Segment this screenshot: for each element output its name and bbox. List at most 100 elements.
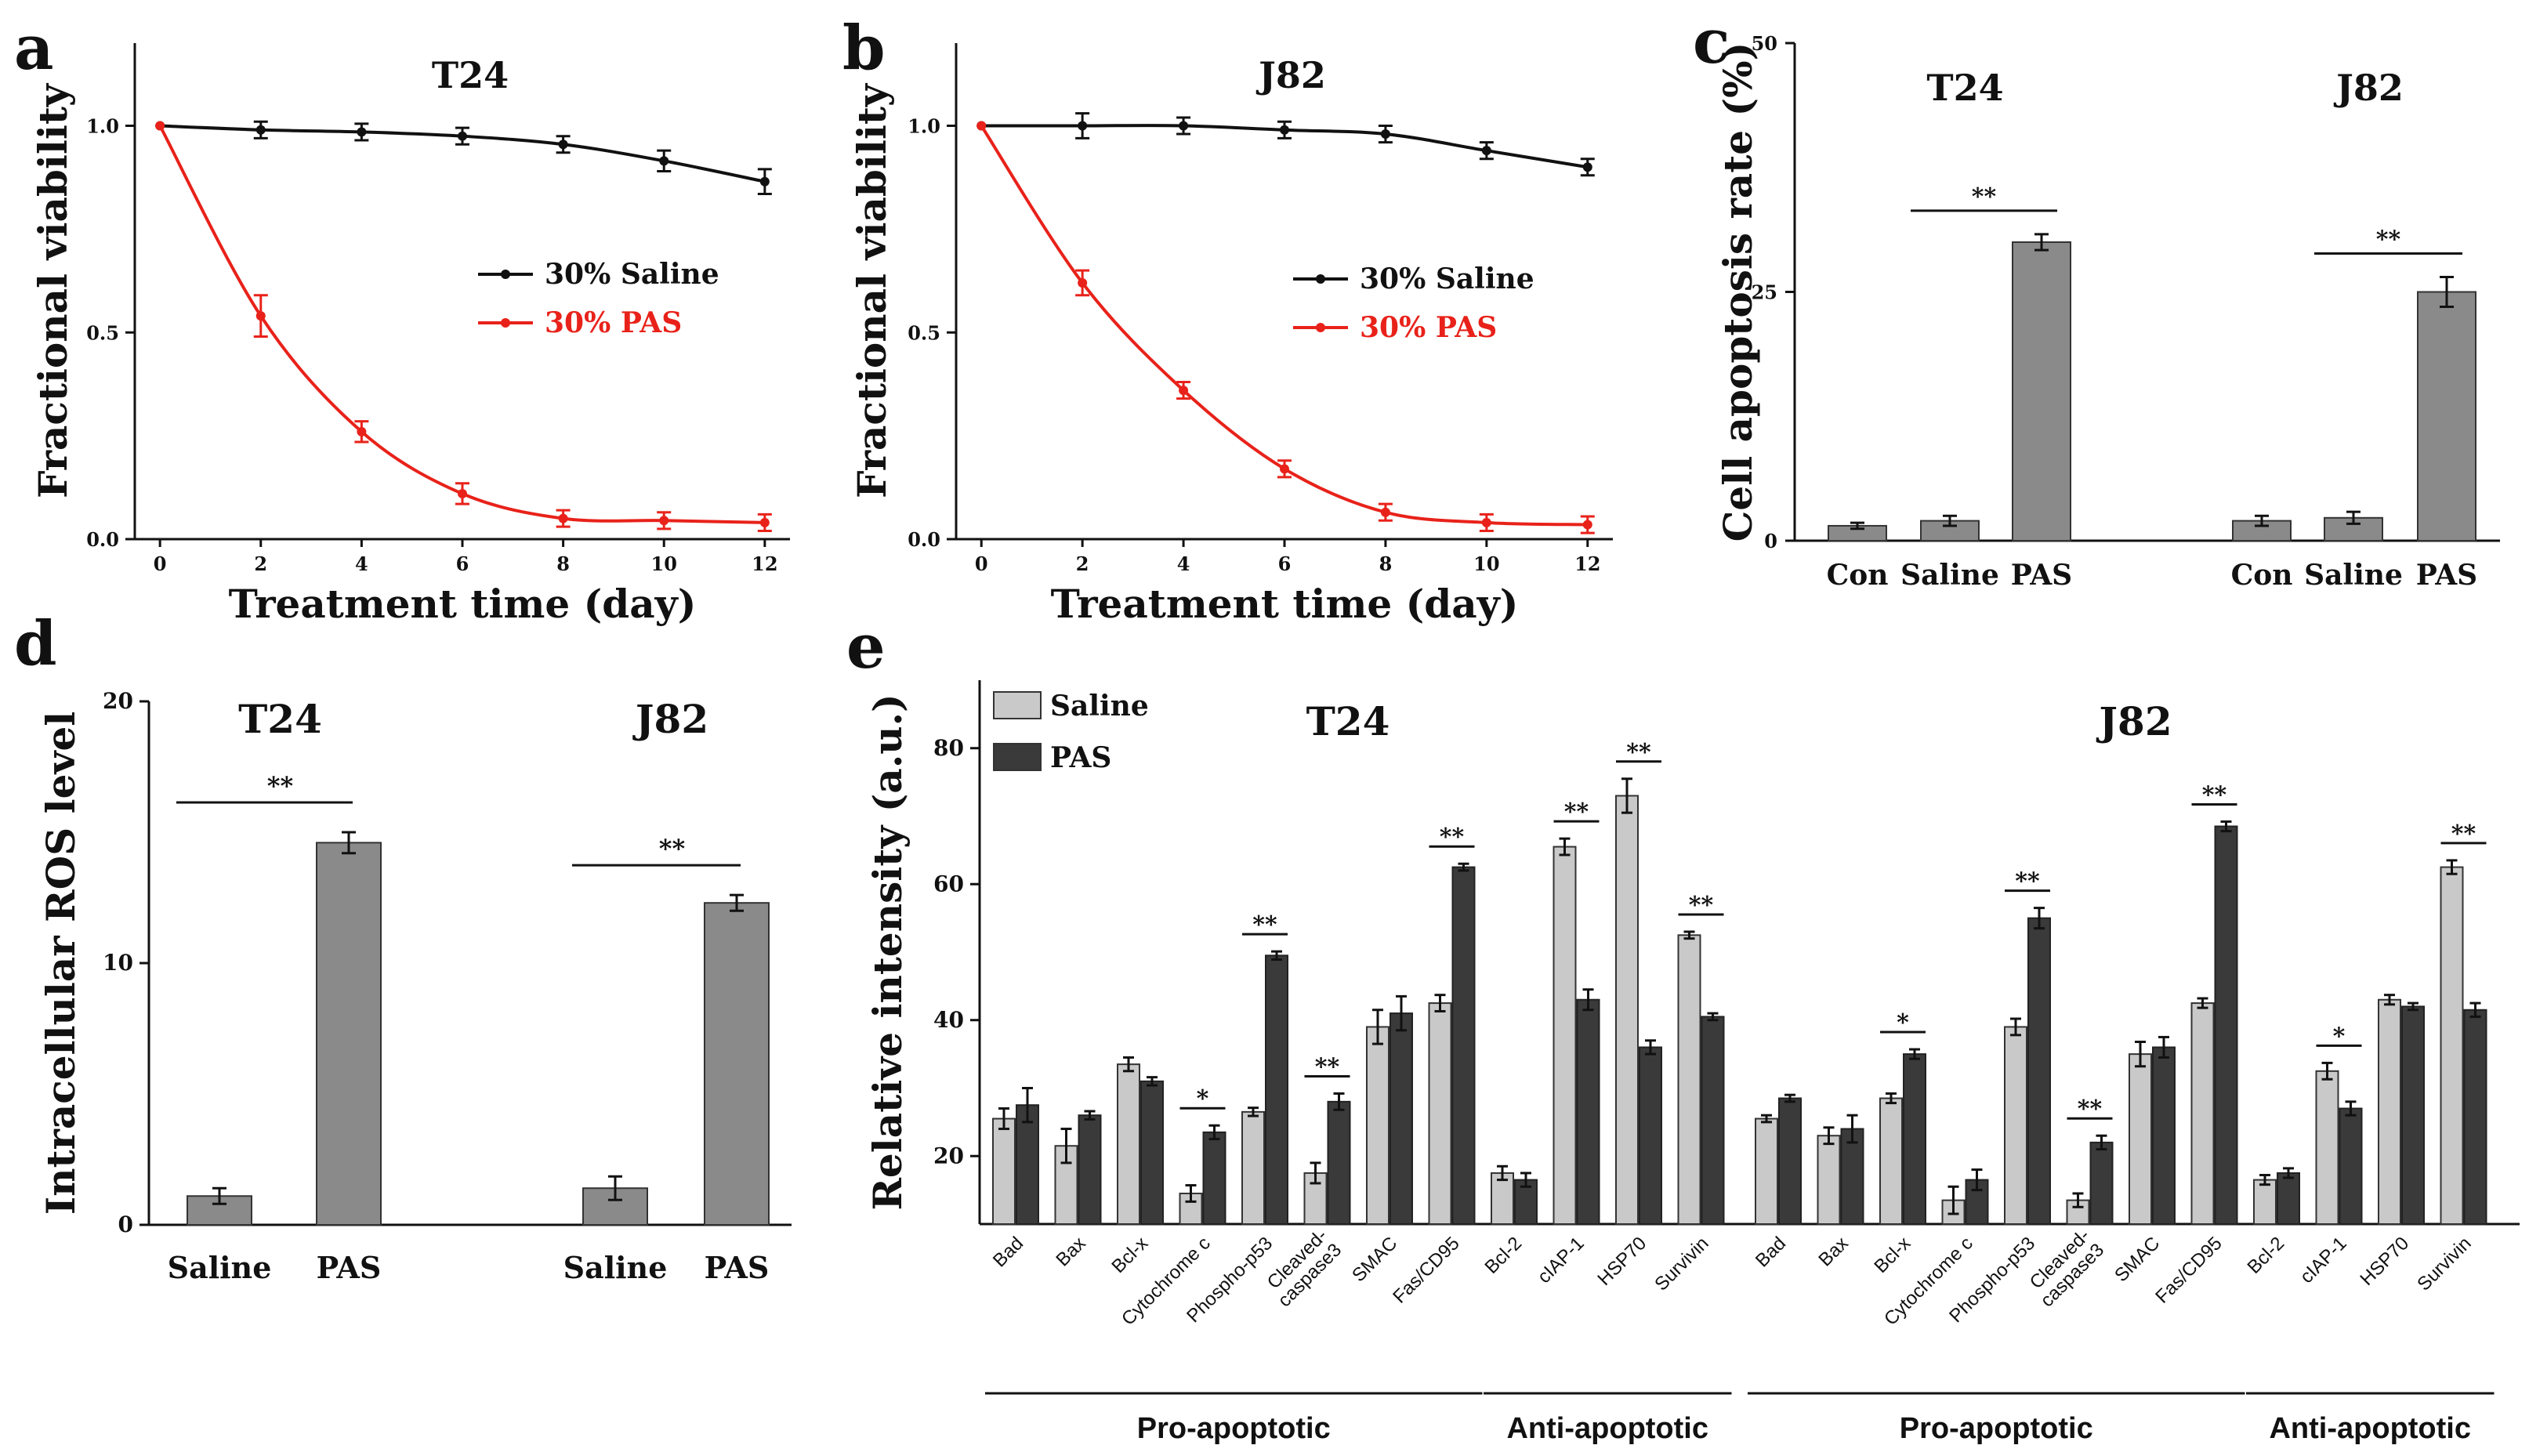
- y-axis-label: Fractional viability: [30, 82, 76, 498]
- error-bar: [1333, 1092, 1345, 1111]
- panel-label: e: [846, 611, 886, 683]
- x-tick-label: Bcl-2: [1480, 1233, 1526, 1278]
- y-tick-label: 0.0: [86, 528, 119, 551]
- bar-saline: [2315, 1070, 2339, 1225]
- legend-marker: [501, 270, 510, 279]
- bar-pas: [1840, 1128, 1864, 1226]
- bar-pas: [1576, 998, 1600, 1225]
- error-bar: [1947, 1185, 1959, 1215]
- data-point: [1582, 520, 1592, 530]
- panel-label: b: [842, 13, 886, 84]
- data-point: [558, 513, 568, 523]
- error-bar: [2135, 1041, 2146, 1068]
- error-bar: [2072, 1192, 2084, 1208]
- legend-marker: [1316, 274, 1325, 284]
- x-tick-label: 2: [254, 552, 267, 575]
- data-point: [255, 311, 266, 321]
- error-bar: [998, 1107, 1009, 1131]
- x-tick-label: 10: [651, 552, 677, 575]
- x-tick-label: Bad: [989, 1233, 1027, 1271]
- error-bar: [1185, 1184, 1197, 1203]
- legend-label: 30% PAS: [1360, 311, 1497, 344]
- data-point: [976, 121, 987, 131]
- significance-marker: **: [1315, 1053, 1340, 1081]
- x-tick-label: Bcl-2: [2243, 1233, 2288, 1278]
- bar-saline: [1677, 934, 1701, 1225]
- error-bar: [2034, 233, 2049, 252]
- bar-saline: [2004, 1026, 2027, 1226]
- significance-marker: **: [1626, 739, 1651, 766]
- y-tick-label: 10: [103, 950, 133, 976]
- group-title: J82: [2333, 67, 2404, 109]
- error-bar: [1022, 1087, 1033, 1124]
- error-bar: [1886, 1092, 1897, 1105]
- bar-pas: [1451, 866, 1476, 1225]
- error-bar: [2469, 1001, 2481, 1018]
- chart-title: T24: [432, 54, 509, 96]
- legend-swatch: [993, 743, 1042, 771]
- x-tick-label: cIAP-1: [1534, 1233, 1589, 1288]
- chart-title: J82: [1255, 54, 1326, 96]
- error-bar: [1846, 1114, 1858, 1144]
- error-bar: [342, 831, 356, 855]
- error-bar: [1208, 1124, 1220, 1141]
- bar-pas: [1778, 1097, 1802, 1225]
- y-tick-label: 60: [933, 871, 964, 896]
- bar-pas: [2152, 1046, 2176, 1225]
- x-tick-label: Saline: [1900, 559, 1999, 592]
- panel-label: d: [14, 608, 57, 679]
- y-tick-label: 0.5: [908, 321, 940, 344]
- data-point: [558, 139, 568, 150]
- data-point: [1380, 129, 1390, 139]
- panel-a: a T24 0.0 0.5 1.0 0 2 4 6 8 10 12 Treatment time (da…: [14, 13, 790, 627]
- error-bar: [1372, 1009, 1383, 1045]
- bar-pas: [1016, 1104, 1039, 1225]
- x-tick-label: 6: [456, 552, 469, 575]
- error-bar: [2010, 1017, 2021, 1037]
- error-bar: [1497, 1164, 1508, 1182]
- bar-saline: [1117, 1063, 1140, 1225]
- error-bar: [1147, 1076, 1158, 1087]
- error-bar: [2034, 907, 2045, 930]
- error-bar: [2408, 1001, 2418, 1012]
- bar: [704, 902, 770, 1226]
- error-bar: [1784, 1093, 1795, 1103]
- x-tick-label: PAS: [317, 1250, 382, 1285]
- bar-saline: [992, 1117, 1016, 1225]
- significance-marker: *: [2333, 1023, 2346, 1050]
- significance-marker: **: [659, 834, 686, 864]
- data-point: [659, 516, 669, 526]
- legend-label: 30% PAS: [545, 306, 682, 339]
- bar: [187, 1195, 252, 1226]
- x-tick-label: 4: [1177, 552, 1190, 575]
- error-bar: [1434, 994, 1446, 1012]
- bar-pas: [1390, 1012, 1413, 1225]
- x-tick-label: 0: [154, 552, 167, 575]
- error-bar: [1761, 1114, 1772, 1124]
- y-tick-label: 20: [103, 688, 133, 714]
- error-bar: [1707, 1012, 1719, 1022]
- x-tick-label: HSP70: [2356, 1233, 2413, 1290]
- bar-pas: [2277, 1172, 2300, 1225]
- bar-pas: [1140, 1080, 1164, 1225]
- error-bar: [1060, 1128, 1072, 1164]
- data-point: [1380, 507, 1390, 517]
- significance-marker: **: [2376, 226, 2401, 253]
- x-tick-label: 8: [556, 552, 570, 575]
- x-tick-label: Fas/CD95: [1389, 1233, 1463, 1307]
- error-bar: [2197, 997, 2208, 1009]
- x-axis-label: Treatment time (day): [1051, 581, 1519, 627]
- panel-label: a: [14, 13, 54, 84]
- data-point: [1179, 121, 1189, 131]
- data-point: [759, 517, 770, 527]
- bar-saline: [1428, 1002, 1452, 1225]
- panel-b: b J82 0.0 0.5 1.0 0 2 4 6 8 10 12 Treatment time (da…: [842, 13, 1613, 627]
- error-bar: [730, 893, 744, 912]
- significance-marker: **: [1689, 892, 1714, 919]
- group-title: J82: [2096, 698, 2172, 744]
- x-tick-label: 6: [1278, 552, 1292, 575]
- significance-marker: **: [2078, 1096, 2103, 1123]
- bar-pas: [1202, 1131, 1226, 1225]
- x-tick-label: 12: [1574, 552, 1600, 575]
- error-bar: [2345, 1100, 2357, 1117]
